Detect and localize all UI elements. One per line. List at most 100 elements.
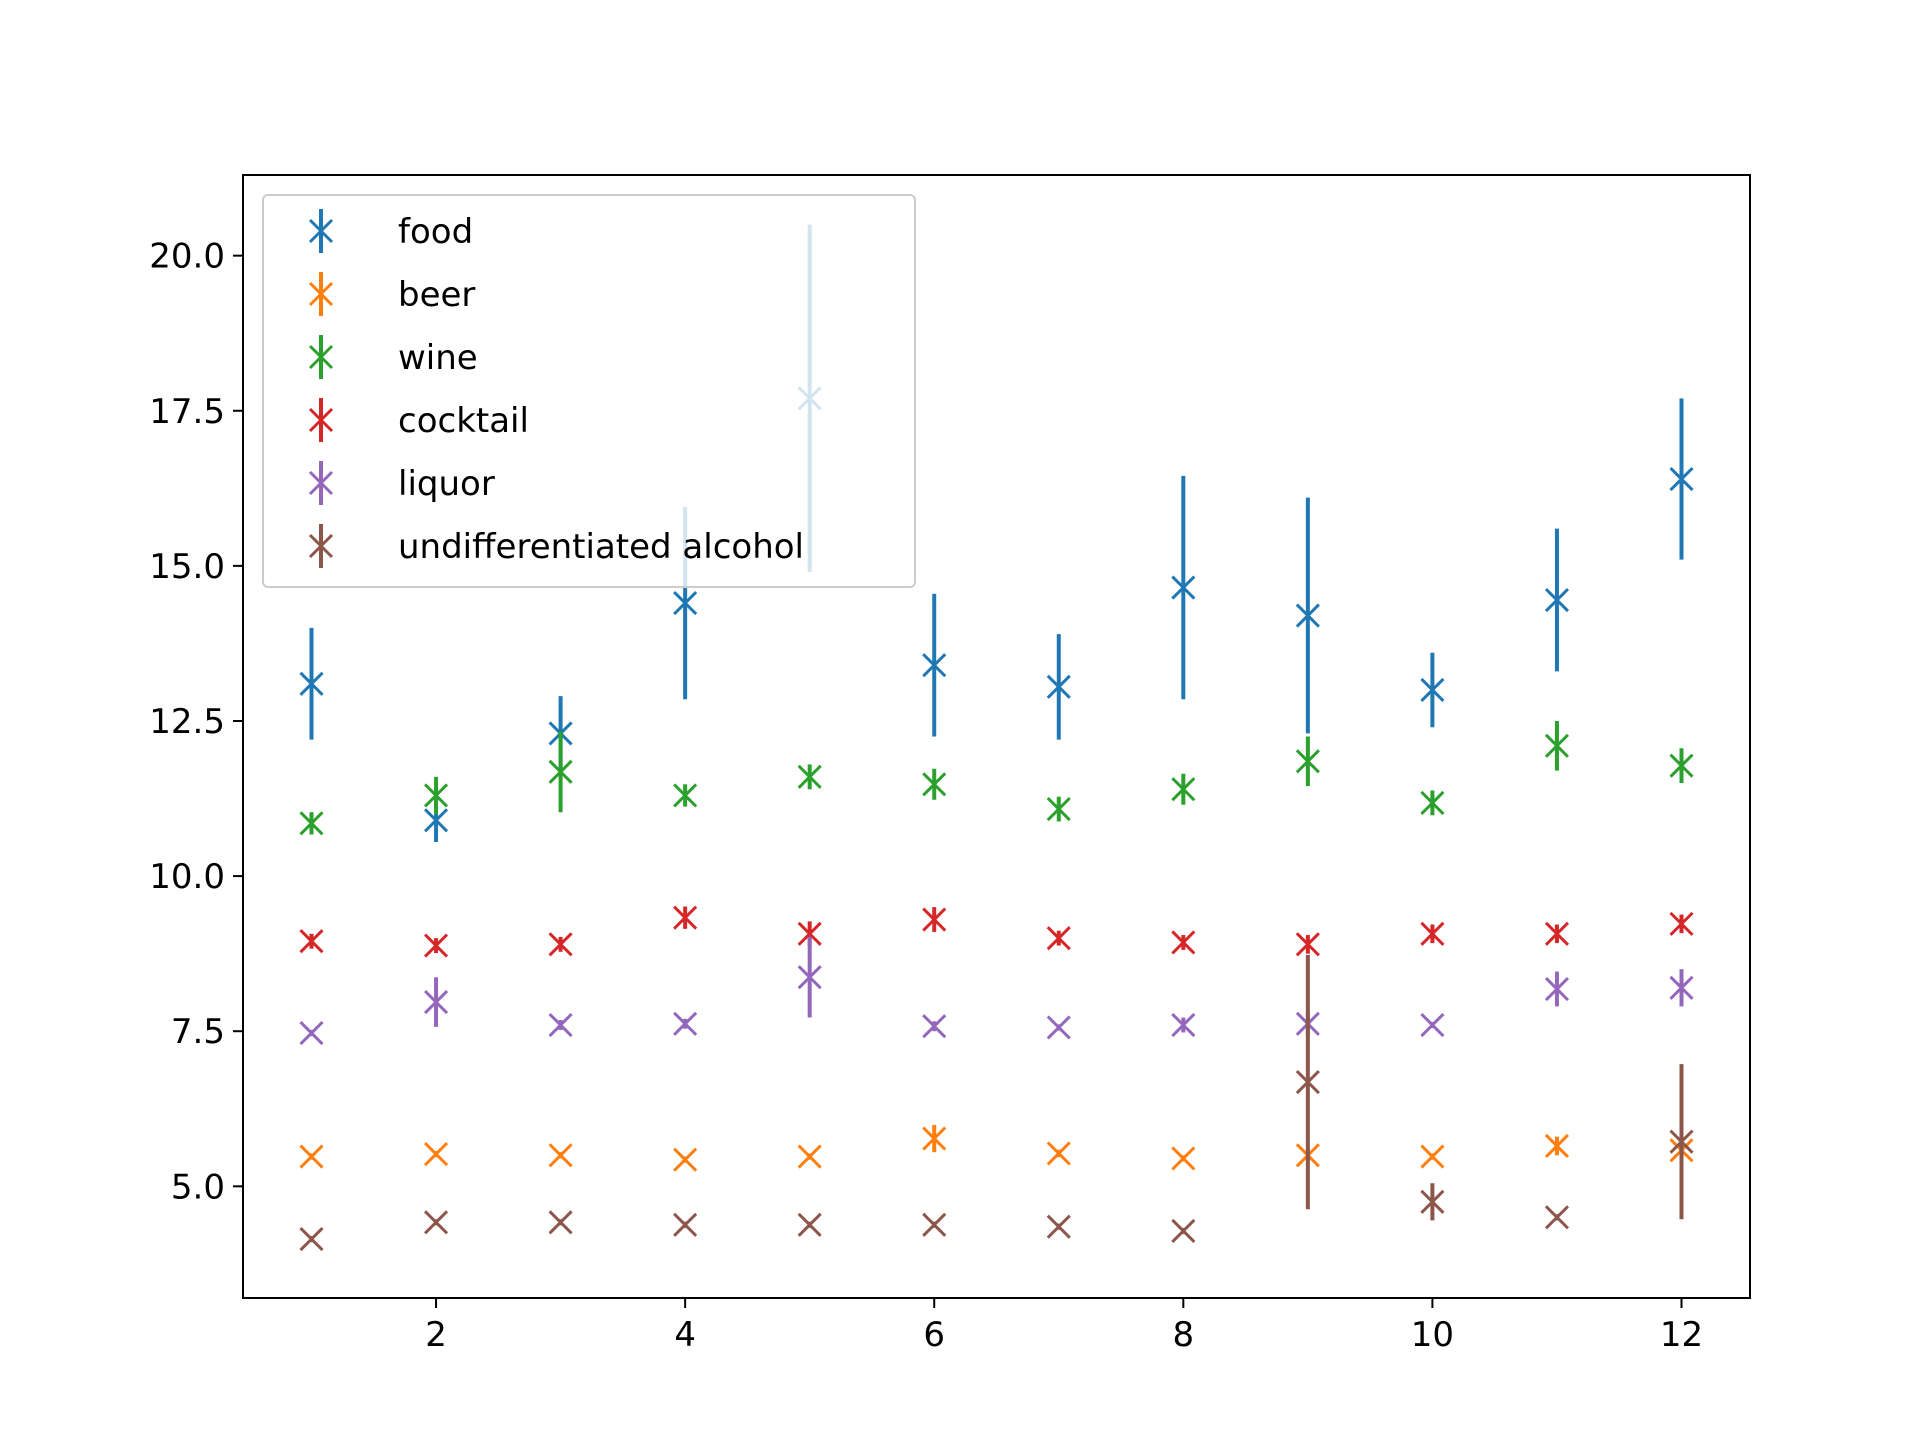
data-point <box>1544 733 1570 758</box>
data-point <box>922 772 947 797</box>
data-point <box>1046 1015 1071 1040</box>
legend: food beer wine cocktail liquor undifferentiat… <box>262 194 916 588</box>
data-point <box>1046 674 1071 699</box>
data-point <box>1544 921 1570 946</box>
y-axis: 5.0 7.5 10.0 12.5 15.0 17.5 20.0 <box>149 237 243 1207</box>
data-point <box>673 1011 698 1036</box>
legend-item: liquor <box>308 461 495 505</box>
data-point <box>548 1012 573 1038</box>
data-point <box>673 1212 698 1237</box>
data-point <box>1420 921 1445 946</box>
data-point <box>922 1126 947 1151</box>
data-point <box>1295 603 1320 628</box>
data-point <box>673 783 698 808</box>
data-point <box>1544 1205 1570 1230</box>
y-tick-label: 12.5 <box>149 702 225 742</box>
legend-item: undifferentiated alcohol <box>308 524 804 568</box>
x-tick-label: 4 <box>674 1315 696 1355</box>
data-point <box>299 671 324 696</box>
legend-item: wine <box>308 335 478 379</box>
data-point <box>1420 677 1445 703</box>
data-point <box>1171 930 1196 955</box>
data-point <box>1669 1129 1694 1154</box>
data-point <box>1420 1189 1445 1214</box>
x-tick-label: 10 <box>1411 1315 1454 1355</box>
x-axis: 2 4 6 8 10 12 <box>425 1298 1703 1355</box>
data-point <box>797 965 822 990</box>
data-point <box>1295 1070 1320 1095</box>
data-point <box>299 929 324 954</box>
data-point <box>1171 777 1196 802</box>
legend-label: food <box>398 212 473 252</box>
legend-marker <box>308 533 334 559</box>
legend-label: undifferentiated alcohol <box>398 527 804 567</box>
y-tick-label: 17.5 <box>149 392 225 432</box>
data-point <box>1420 1144 1445 1169</box>
data-point <box>1669 753 1694 778</box>
data-point <box>548 1143 573 1168</box>
data-point <box>1046 1214 1071 1239</box>
data-point <box>797 764 822 789</box>
legend-marker <box>308 344 334 370</box>
data-point <box>1046 797 1071 822</box>
data-point <box>299 1226 324 1252</box>
data-point <box>548 1210 573 1235</box>
series-cocktail <box>299 905 1694 958</box>
data-point <box>299 1021 324 1046</box>
data-point <box>1171 1146 1196 1171</box>
data-point <box>1171 1218 1196 1244</box>
legend-marker <box>308 407 334 433</box>
data-point <box>1171 575 1196 600</box>
data-point <box>922 1014 947 1039</box>
series-beer <box>299 1124 1694 1172</box>
data-point <box>1295 932 1320 957</box>
data-point <box>922 653 947 678</box>
data-point <box>423 933 449 958</box>
data-point <box>1295 749 1320 774</box>
legend-item: food <box>308 209 473 253</box>
y-tick-label: 15.0 <box>149 547 225 587</box>
data-point <box>1669 911 1694 936</box>
x-tick-label: 12 <box>1660 1315 1703 1355</box>
legend-label: liquor <box>398 464 495 504</box>
data-point <box>423 1141 449 1167</box>
legend-items: food beer wine cocktail liquor undifferentiat… <box>308 209 804 568</box>
data-point <box>797 921 822 946</box>
data-point <box>922 907 947 932</box>
data-point <box>1669 466 1694 492</box>
y-tick-label: 10.0 <box>149 857 225 897</box>
data-point <box>922 1212 947 1237</box>
data-point <box>673 591 698 616</box>
data-point <box>673 1147 698 1172</box>
data-point <box>797 1144 822 1169</box>
legend-marker <box>308 218 334 244</box>
legend-label: beer <box>398 275 475 315</box>
y-tick-label: 7.5 <box>171 1012 225 1052</box>
series-layer <box>299 224 1694 1252</box>
data-point <box>1544 587 1570 613</box>
data-point <box>1544 976 1570 1002</box>
x-tick-label: 8 <box>1172 1315 1194 1355</box>
data-point <box>423 1210 449 1235</box>
data-point <box>1046 1141 1071 1166</box>
y-tick-label: 5.0 <box>171 1167 225 1207</box>
data-point <box>299 1144 324 1169</box>
legend-item: beer <box>308 272 475 316</box>
legend-marker <box>308 281 334 307</box>
y-tick-label: 20.0 <box>149 237 225 277</box>
data-point <box>797 1212 822 1237</box>
data-point <box>548 759 573 784</box>
legend-label: wine <box>398 338 478 378</box>
data-point <box>1544 1133 1570 1159</box>
data-point <box>423 783 449 808</box>
data-point <box>548 932 573 957</box>
data-point <box>1420 1012 1445 1038</box>
data-point <box>1420 790 1445 815</box>
data-point <box>423 808 449 833</box>
x-tick-label: 2 <box>425 1315 447 1355</box>
data-point <box>1669 975 1694 1000</box>
legend-marker <box>308 470 334 496</box>
legend-label: cocktail <box>398 401 529 441</box>
data-point <box>1171 1012 1196 1038</box>
